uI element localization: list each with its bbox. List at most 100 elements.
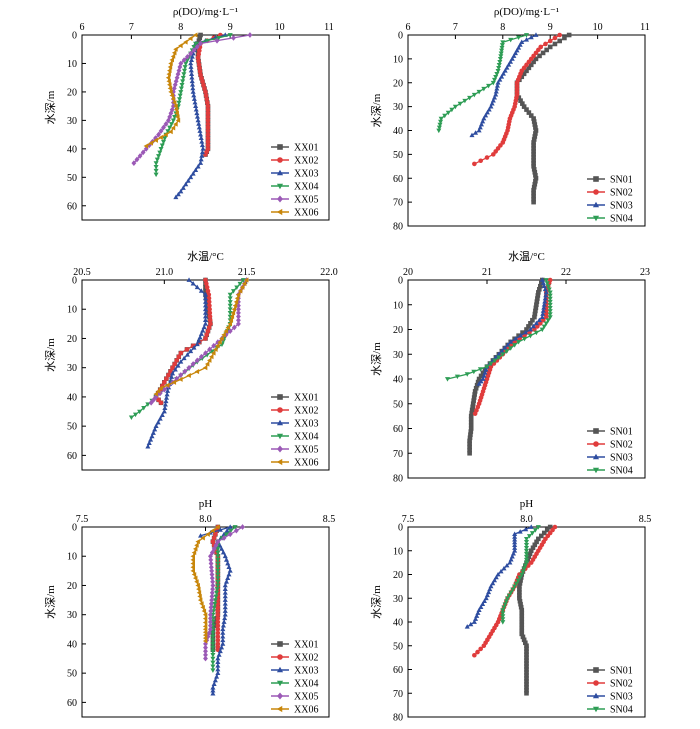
data-point: [493, 574, 499, 580]
data-point: [180, 185, 186, 190]
data-point: [215, 634, 221, 639]
data-point: [547, 524, 553, 530]
data-point: [215, 619, 221, 625]
data-point: [169, 374, 175, 379]
data-point: [231, 324, 237, 331]
data-point: [188, 36, 193, 42]
data-point: [562, 35, 567, 41]
data-point: [557, 38, 562, 44]
data-point: [177, 93, 183, 99]
data-point: [494, 71, 500, 77]
data-point: [535, 293, 541, 298]
data-point: [211, 350, 216, 356]
data-point: [191, 345, 197, 350]
data-point: [220, 641, 226, 646]
data-point: [181, 355, 187, 361]
y-tick-label: 0: [398, 523, 403, 534]
data-point: [128, 415, 134, 421]
data-point: [169, 92, 174, 99]
data-point: [226, 564, 232, 570]
legend-marker: [277, 641, 283, 647]
y-tick-label: 20: [67, 87, 77, 98]
y-tick-label: 70: [393, 449, 403, 460]
data-point: [213, 619, 218, 625]
data-point: [493, 74, 499, 80]
data-point: [469, 407, 475, 413]
data-point: [504, 562, 510, 568]
data-point: [536, 317, 542, 323]
data-point: [225, 560, 231, 566]
data-point: [184, 352, 190, 357]
data-point: [442, 113, 448, 119]
legend-label: XX04: [294, 432, 318, 443]
data-point: [137, 153, 143, 159]
data-point: [205, 139, 211, 145]
data-point: [541, 302, 547, 307]
data-point: [523, 545, 530, 551]
y-tick-label: 10: [393, 546, 403, 557]
data-point: [524, 658, 529, 663]
data-point: [194, 542, 199, 548]
data-point: [512, 534, 518, 539]
data-point: [208, 321, 213, 327]
data-point: [475, 379, 481, 385]
data-point: [153, 172, 159, 178]
data-point: [220, 637, 226, 643]
data-point: [205, 328, 211, 334]
series-SN04: [500, 525, 541, 625]
data-point: [208, 611, 213, 618]
x-tick-label: 20: [403, 267, 413, 278]
data-point: [202, 317, 209, 323]
data-point: [215, 569, 221, 574]
data-point: [176, 100, 182, 106]
data-point: [188, 50, 194, 57]
data-point: [500, 40, 506, 45]
data-point: [221, 619, 227, 624]
x-tick-label: 21: [482, 267, 492, 278]
data-point: [499, 348, 505, 353]
data-point: [494, 86, 500, 91]
x-tick-label: 8.0: [199, 514, 212, 525]
data-point: [486, 83, 492, 89]
data-point: [533, 131, 538, 136]
data-point: [508, 346, 514, 351]
data-point: [196, 590, 202, 596]
data-point: [178, 359, 184, 364]
data-point: [475, 649, 480, 655]
data-point: [498, 54, 504, 59]
data-point: [519, 572, 525, 578]
x-tick-label: 7: [129, 22, 134, 33]
data-point: [532, 528, 538, 533]
data-point: [543, 321, 549, 326]
data-point: [153, 137, 158, 143]
data-point: [500, 352, 506, 357]
data-point: [540, 50, 546, 56]
y-tick-label: 60: [393, 665, 403, 676]
data-point: [483, 595, 489, 601]
data-point: [239, 284, 245, 290]
data-point: [205, 135, 211, 141]
data-point: [227, 328, 233, 335]
data-point: [236, 310, 241, 316]
data-point: [215, 659, 221, 665]
data-point: [178, 188, 184, 194]
data-point: [180, 75, 186, 81]
data-point: [524, 68, 529, 74]
chart-panel-1: ρ(DO)/mg·L⁻¹ 6 7 8 9 10 11 0 10 20 30 40 50 60 水深/m XX0…: [44, 6, 334, 221]
data-point: [467, 444, 472, 450]
data-point: [203, 277, 208, 283]
data-point: [201, 608, 207, 614]
legend-marker: [276, 419, 284, 426]
data-point: [500, 620, 506, 625]
data-point: [217, 527, 223, 532]
data-point: [152, 426, 158, 432]
x-tick-label: 8.5: [639, 514, 652, 525]
data-point: [212, 677, 218, 683]
x-tick-label: 23: [640, 267, 650, 278]
data-point: [166, 71, 171, 77]
data-point: [215, 655, 221, 661]
data-point: [141, 406, 147, 411]
data-point: [531, 155, 536, 160]
data-point: [210, 528, 215, 534]
data-point: [186, 364, 192, 371]
